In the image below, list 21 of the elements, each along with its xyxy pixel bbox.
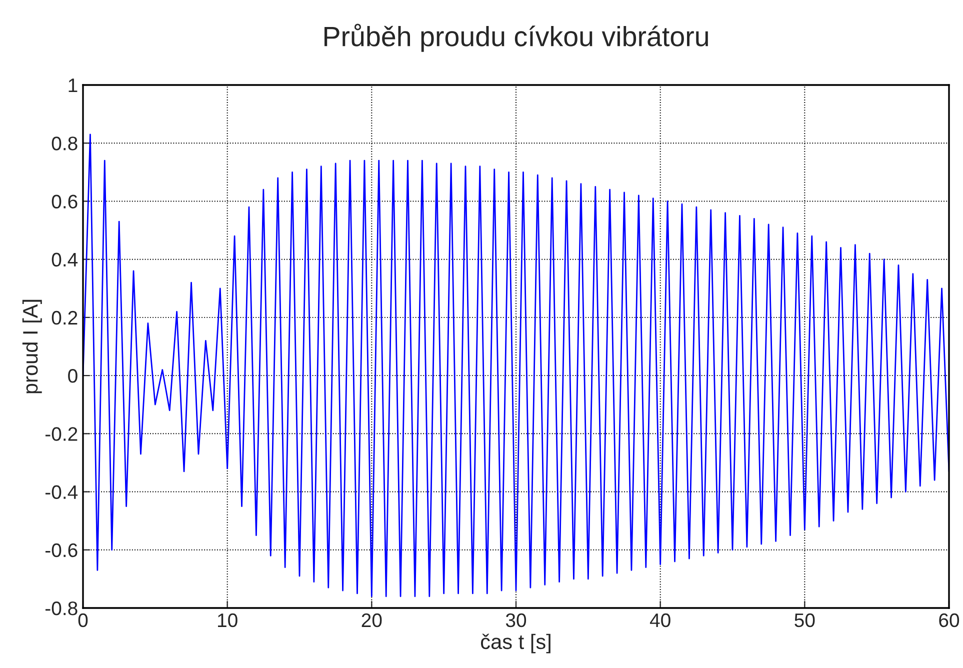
y-tick-label: -0.8: [46, 601, 78, 616]
x-axis-title: čas t [s]: [481, 634, 550, 654]
x-tick-label: 10: [218, 613, 238, 628]
y-tick-label: 0.2: [52, 310, 78, 325]
x-tick-label: 20: [362, 613, 382, 628]
line-series: [83, 134, 949, 598]
y-tick-label: 1: [68, 78, 78, 92]
x-tick-label: 0: [78, 613, 88, 628]
x-tick-label: 30: [506, 613, 526, 628]
y-tick-label: -0.6: [46, 543, 78, 558]
chart-title: Průběh proudu cívkou vibrátoru: [324, 24, 708, 52]
x-tick-label: 50: [794, 613, 815, 628]
y-axis-title: proud I [A]: [22, 300, 42, 394]
y-tick-label: -0.4: [46, 485, 78, 500]
y-tick-label: 0.8: [52, 136, 78, 150]
y-tick-label: 0: [68, 369, 78, 383]
y-tick-label: 0.6: [52, 194, 78, 208]
y-tick-label: 0.4: [52, 252, 78, 267]
x-tick-label: 40: [650, 613, 670, 628]
y-tick-label: -0.2: [46, 427, 78, 441]
x-tick-label: 60: [939, 613, 960, 628]
